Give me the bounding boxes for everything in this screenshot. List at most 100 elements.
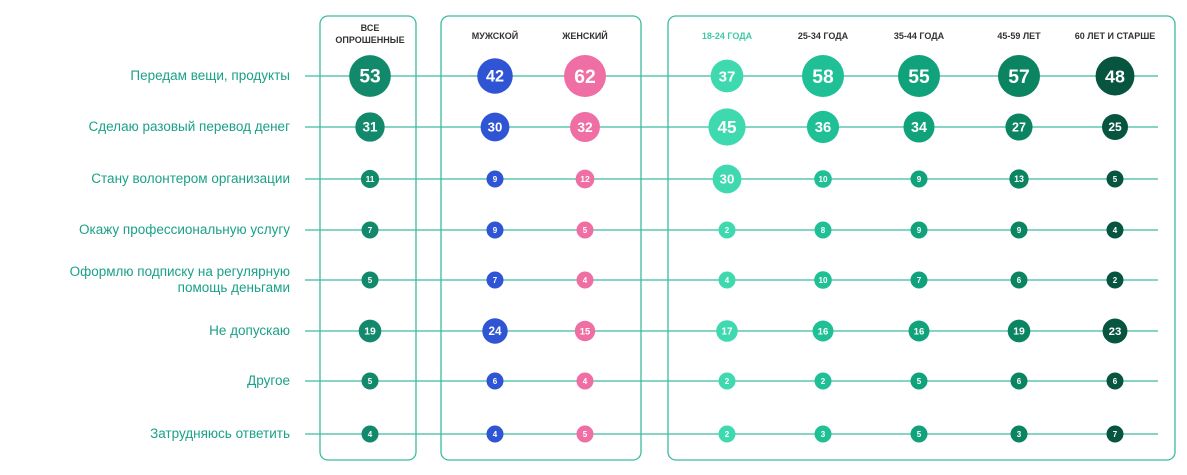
value-label: 9	[917, 226, 922, 235]
row-label: Передам вещи, продукты	[130, 68, 290, 83]
value-bubble	[486, 425, 504, 443]
group-box-2	[440, 15, 642, 461]
value-label: 6	[1017, 276, 1022, 285]
value-bubble	[802, 55, 844, 97]
value-label: 4	[368, 430, 373, 439]
value-bubble	[814, 221, 832, 239]
value-label: 2	[725, 377, 730, 386]
value-bubble	[574, 320, 596, 342]
value-label: 5	[917, 430, 922, 439]
value-bubble	[576, 425, 594, 443]
row-label: Не допускаю	[209, 323, 290, 338]
value-label: 9	[917, 175, 922, 184]
value-label: 5	[1113, 175, 1118, 184]
value-label: 4	[725, 276, 730, 285]
value-bubble	[712, 164, 742, 194]
value-bubble	[1106, 425, 1124, 443]
value-bubble	[814, 170, 832, 188]
value-bubble	[1106, 372, 1124, 390]
value-bubble	[814, 372, 832, 390]
value-bubble	[1010, 425, 1028, 443]
value-bubble	[908, 320, 930, 342]
value-bubble	[486, 372, 504, 390]
value-bubble	[910, 170, 928, 188]
value-label: 4	[493, 430, 498, 439]
value-label: 2	[725, 226, 730, 235]
value-bubble	[576, 221, 594, 239]
value-bubble	[576, 271, 594, 289]
value-bubble	[1010, 221, 1028, 239]
value-bubble	[349, 55, 391, 97]
value-bubble	[576, 372, 594, 390]
value-label: 19	[364, 327, 376, 338]
value-label: 2	[821, 377, 826, 386]
value-bubble	[361, 271, 379, 289]
value-label: 45	[717, 118, 737, 137]
value-label: 55	[908, 67, 930, 88]
value-bubble	[814, 271, 832, 289]
value-bubble	[361, 221, 379, 239]
value-label: 2	[725, 430, 730, 439]
value-bubble	[1009, 169, 1029, 189]
row-label: Оформлю подписку на регулярную	[70, 264, 290, 279]
value-label: 5	[917, 377, 922, 386]
value-label: 57	[1008, 67, 1029, 88]
value-label: 7	[917, 276, 922, 285]
column-header: ЖЕНСКИЙ	[561, 30, 608, 41]
value-label: 9	[493, 175, 498, 184]
value-label: 36	[815, 120, 831, 136]
value-label: 12	[580, 174, 590, 184]
value-label: 9	[1017, 226, 1022, 235]
value-label: 11	[366, 174, 375, 184]
value-bubble	[1010, 372, 1028, 390]
column-header: ВСЕ	[361, 23, 380, 33]
column-header: 35-44 ГОДА	[894, 31, 945, 41]
value-label: 4	[583, 276, 588, 285]
value-bubble	[570, 112, 600, 142]
value-bubble	[360, 169, 380, 189]
value-label: 5	[368, 377, 373, 386]
value-bubble	[718, 271, 736, 289]
column-header: 60 ЛЕТ И СТАРШЕ	[1075, 31, 1156, 41]
value-bubble	[910, 425, 928, 443]
row-label: Затрудняюсь ответить	[150, 426, 290, 441]
value-label: 5	[583, 226, 588, 235]
group-box-3	[667, 15, 1176, 461]
value-bubble	[910, 221, 928, 239]
value-bubble	[1102, 318, 1128, 344]
value-label: 24	[488, 325, 502, 338]
column-header: 45-59 ЛЕТ	[997, 31, 1041, 41]
value-bubble	[903, 111, 935, 143]
value-label: 32	[577, 120, 593, 135]
value-label: 4	[583, 377, 588, 386]
value-bubble	[480, 112, 510, 142]
value-bubble	[806, 110, 840, 144]
value-label: 8	[821, 226, 826, 235]
value-bubble	[486, 271, 504, 289]
value-label: 37	[719, 68, 736, 85]
value-label: 13	[1014, 174, 1024, 184]
value-bubble	[718, 372, 736, 390]
value-bubble	[716, 320, 738, 342]
value-label: 17	[722, 326, 733, 337]
value-bubble	[477, 58, 513, 94]
row-label: помощь деньгами	[178, 280, 290, 295]
value-label: 16	[818, 326, 829, 337]
column-header: 25-34 ГОДА	[798, 31, 849, 41]
value-label: 34	[911, 120, 927, 136]
value-label: 10	[818, 175, 828, 184]
value-bubble	[1007, 319, 1031, 343]
value-label: 62	[574, 67, 595, 88]
value-bubble	[998, 55, 1040, 97]
row-label: Другое	[247, 373, 290, 388]
value-label: 6	[1017, 377, 1022, 386]
value-bubble	[910, 372, 928, 390]
value-bubble	[361, 372, 379, 390]
value-label: 15	[580, 325, 590, 336]
value-label: 6	[493, 377, 498, 386]
value-bubble	[898, 55, 940, 97]
value-label: 23	[1109, 326, 1122, 338]
group-box-1	[319, 15, 417, 461]
value-bubble	[355, 112, 385, 142]
